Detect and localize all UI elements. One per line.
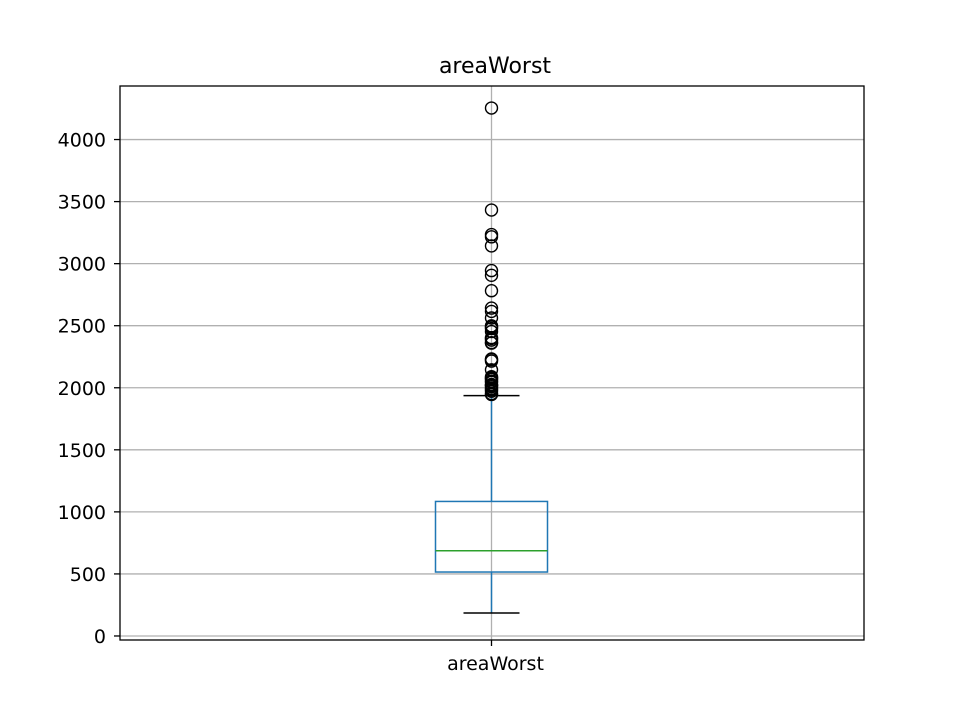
outlier-point [484,263,499,278]
y-tick-label: 3500 [58,192,106,214]
y-tick-label: 3000 [58,254,106,276]
y-tick-label: 0 [94,626,106,648]
outlier-point [484,370,499,384]
outlier-point [484,301,499,315]
outlier-point [484,311,499,325]
outlier-point [484,227,499,242]
y-tick-label: 2000 [58,378,106,400]
y-tick-label: 1500 [58,440,106,462]
x-tick-label: areaWorst [447,653,544,675]
outlier-point [484,319,499,333]
outlier-point [484,352,499,366]
outlier-point [484,203,499,217]
y-axis: 0 500 1000 1500 2000 2500 3000 3500 4000 [58,130,120,648]
iqr-box [434,500,549,573]
outlier-point [484,284,499,298]
outlier-point [484,268,499,283]
outlier-point [484,304,499,319]
chart-title: areaWorst [439,54,551,79]
y-tick-label: 4000 [58,130,106,152]
y-tick-label: 500 [70,564,106,586]
y-tick-label: 2500 [58,316,106,338]
y-tick-label: 1000 [58,502,106,524]
outlier-point [484,101,499,115]
outlier-point [484,363,499,377]
outlier-point [484,239,499,253]
x-axis: areaWorst [447,640,544,675]
outlier-layer [484,101,499,402]
